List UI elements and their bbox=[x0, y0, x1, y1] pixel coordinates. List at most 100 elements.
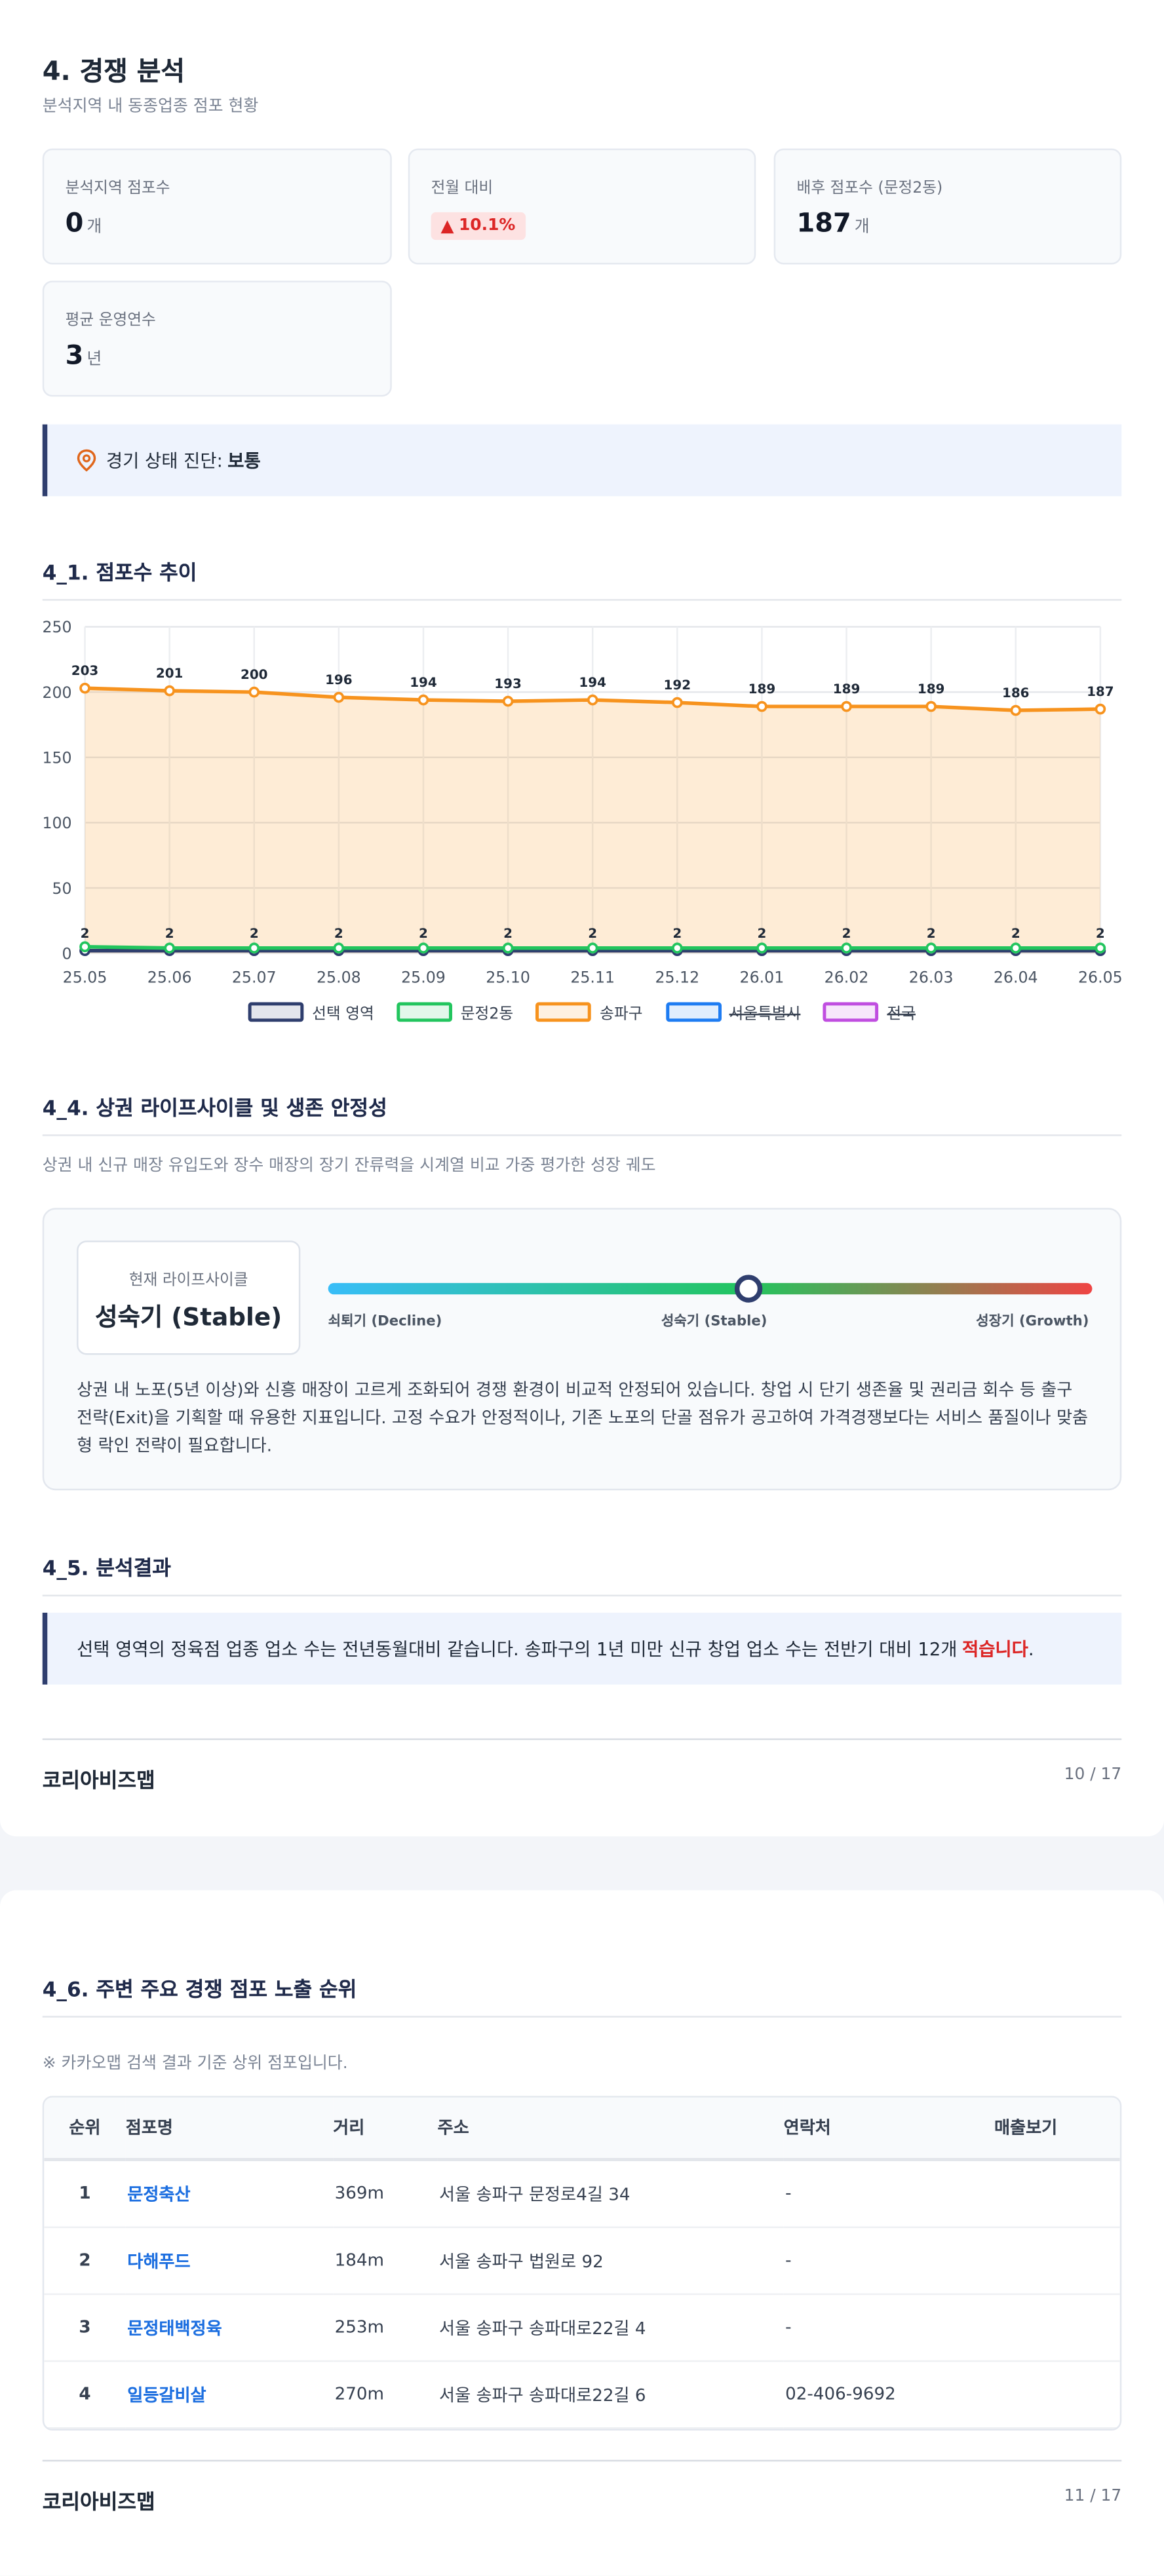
table-cell[interactable]: 문정태백정육 bbox=[125, 2294, 334, 2362]
table-cell bbox=[994, 2294, 1120, 2362]
data-point bbox=[587, 942, 598, 954]
data-label: 2 bbox=[165, 926, 174, 941]
legend-label: 서울특별시 bbox=[729, 1005, 801, 1024]
kpi-label: 배후 점포수 (문정2동) bbox=[796, 179, 943, 198]
data-label: 2 bbox=[419, 926, 428, 941]
data-point bbox=[587, 694, 598, 706]
data-point bbox=[925, 942, 937, 954]
data-point bbox=[1010, 704, 1022, 716]
table-cell: 4 bbox=[44, 2361, 126, 2429]
data-point bbox=[333, 691, 345, 703]
stage-label: 쇠퇴기 (Decline) bbox=[328, 1314, 442, 1331]
legend-label: 전국 bbox=[887, 1005, 916, 1024]
kpi-value: 0 bbox=[65, 207, 84, 239]
data-point bbox=[164, 942, 175, 954]
table-cell[interactable]: 다해푸드 bbox=[125, 2227, 334, 2296]
data-label: 2 bbox=[1011, 926, 1020, 941]
legend-item: 서울특별시 bbox=[665, 1001, 800, 1024]
kpi-value: 3 bbox=[65, 339, 84, 371]
data-point bbox=[841, 942, 852, 954]
stage-label: 성장기 (Growth) bbox=[976, 1314, 1089, 1331]
data-label: 2 bbox=[1096, 926, 1105, 941]
data-point bbox=[79, 682, 90, 694]
kpi-label: 평균 운영연수 bbox=[65, 311, 156, 330]
result-emphasis: 적습니다 bbox=[961, 1638, 1028, 1661]
legend-item: 문정2동 bbox=[397, 1001, 514, 1024]
x-tick-label: 26.05 bbox=[1078, 969, 1123, 987]
result-box: 선택 영역의 정육점 업종 업소 수는 전년동월대비 같습니다. 송파구의 1년… bbox=[42, 1613, 1122, 1685]
table-cell[interactable]: 문정축산 bbox=[125, 2159, 334, 2229]
legend-label: 선택 영역 bbox=[312, 1005, 374, 1024]
section-title: 4_6. 주변 주요 경쟁 점포 노출 순위 bbox=[42, 1972, 1122, 2018]
y-tick-label: 200 bbox=[42, 683, 71, 702]
legend-label: 문정2동 bbox=[460, 1005, 514, 1024]
table-cell: 270m bbox=[333, 2361, 438, 2429]
lifecycle-marker bbox=[734, 1275, 763, 1303]
table-cell bbox=[994, 2361, 1120, 2429]
x-tick-label: 26.02 bbox=[824, 969, 869, 987]
data-label: 2 bbox=[588, 926, 597, 941]
current-stage: 성숙기 (Stable) bbox=[95, 1302, 282, 1332]
legend-item: 송파구 bbox=[536, 1001, 643, 1024]
data-label: 2 bbox=[250, 926, 259, 941]
data-point bbox=[248, 942, 260, 954]
x-tick-label: 25.12 bbox=[655, 969, 699, 987]
legend-swatch bbox=[823, 1002, 879, 1022]
x-tick-label: 26.01 bbox=[740, 969, 785, 987]
data-point bbox=[1010, 942, 1022, 954]
legend-swatch bbox=[536, 1002, 592, 1022]
table-header: 순위 bbox=[44, 2097, 126, 2161]
legend-swatch bbox=[248, 1002, 304, 1022]
table-cell: 3 bbox=[44, 2294, 126, 2362]
title: 4. 경쟁 분석 bbox=[42, 55, 185, 87]
pin-icon bbox=[77, 449, 96, 472]
table-cell bbox=[994, 2159, 1120, 2229]
x-tick-label: 26.03 bbox=[909, 969, 954, 987]
legend: 선택 영역 문정2동 송파구 서울특별시 전국 bbox=[0, 1001, 1164, 1024]
data-label: 200 bbox=[241, 667, 268, 682]
data-label: 186 bbox=[1002, 685, 1030, 701]
footer-rule bbox=[42, 2459, 1122, 2462]
kpi-label: 전월 대비 bbox=[431, 179, 494, 198]
table-cell[interactable]: 일등갈비살 bbox=[125, 2361, 334, 2429]
table-header: 매출보기 bbox=[994, 2097, 1120, 2161]
data-point bbox=[1095, 942, 1106, 954]
data-point bbox=[1095, 703, 1106, 715]
data-point bbox=[841, 701, 852, 712]
x-tick-label: 25.11 bbox=[570, 969, 615, 987]
table-header: 주소 bbox=[437, 2097, 784, 2161]
table-cell: 369m bbox=[333, 2159, 438, 2229]
table-header: 거리 bbox=[333, 2097, 438, 2161]
data-point bbox=[417, 694, 429, 706]
y-tick-label: 150 bbox=[42, 748, 71, 767]
table-row: 3 문정태백정육 253m 서울 송파구 송파대로22길 4- bbox=[44, 2294, 1120, 2362]
table-cell: - bbox=[783, 2159, 994, 2229]
x-tick-label: 25.08 bbox=[317, 969, 361, 987]
data-point bbox=[756, 942, 767, 954]
data-label: 193 bbox=[494, 676, 522, 691]
kpi-card: 배후 점포수 (문정2동) 187 개 bbox=[773, 148, 1122, 265]
table-cell: 서울 송파구 송파대로22길 4 bbox=[437, 2294, 784, 2362]
table-cell: - bbox=[783, 2294, 994, 2362]
kpi-card: 전월 대비 10.1% bbox=[408, 148, 756, 265]
data-label: 189 bbox=[918, 682, 945, 697]
legend-swatch bbox=[397, 1002, 453, 1022]
data-label: 2 bbox=[927, 926, 936, 941]
current-stage-label: 현재 라이프사이클 bbox=[128, 1271, 248, 1290]
section-title: 4_5. 분석결과 bbox=[42, 1550, 1122, 1597]
data-point bbox=[333, 942, 345, 954]
ranking-table: 순위 점포명 거리 주소 연락처 매출보기 1 문정축산 369m 서울 송파구 문정로4길 34… bbox=[44, 2097, 1120, 2429]
result-text: 선택 영역의 정육점 업종 업소 수는 전년동월대비 같습니다. 송파구의 1년… bbox=[77, 1638, 958, 1661]
data-label: 203 bbox=[71, 663, 99, 678]
kpi-value: 187 bbox=[796, 207, 851, 239]
lifecycle-bar bbox=[328, 1282, 1093, 1295]
table-cell: 서울 송파구 문정로4길 34 bbox=[437, 2159, 784, 2229]
footer-brand: 코리아비즈맵 bbox=[42, 2489, 155, 2514]
data-label: 192 bbox=[664, 678, 691, 693]
data-point bbox=[502, 942, 514, 954]
table-header: 점포명 bbox=[125, 2097, 334, 2161]
subtitle: 분석지역 내 동종업종 점포 현황 bbox=[42, 98, 259, 116]
data-point bbox=[756, 701, 767, 712]
